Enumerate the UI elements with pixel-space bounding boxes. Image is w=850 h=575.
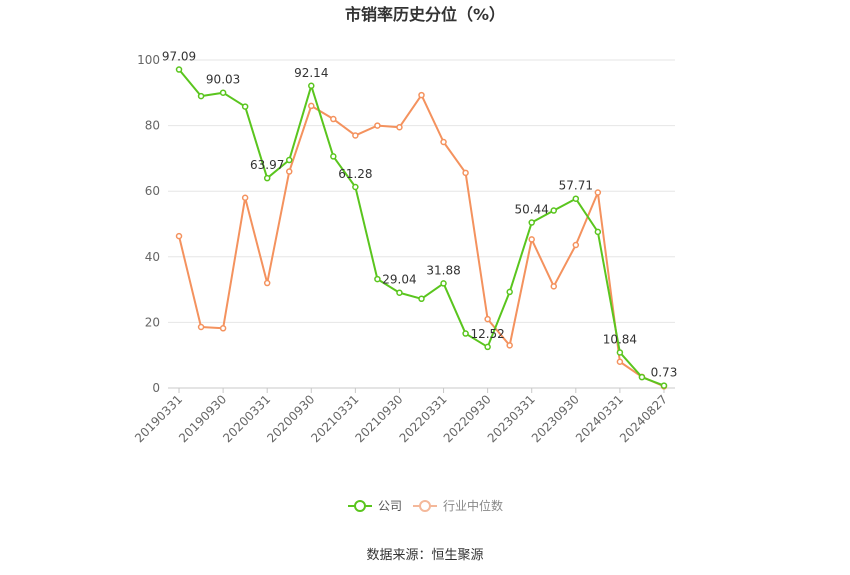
- data-label: 31.88: [426, 263, 460, 277]
- company-point[interactable]: [484, 343, 491, 351]
- company-point[interactable]: [462, 330, 469, 337]
- industry-point[interactable]: [528, 236, 535, 243]
- legend-item-company[interactable]: 公司: [348, 499, 402, 513]
- company-point[interactable]: [308, 82, 315, 90]
- industry-point[interactable]: [330, 115, 337, 123]
- legend-marker-company: [354, 500, 366, 512]
- industry-point[interactable]: [550, 283, 558, 290]
- y-tick-label: 80: [145, 119, 160, 133]
- industry-point[interactable]: [396, 123, 403, 131]
- data-label: 10.84: [603, 332, 637, 346]
- company-point[interactable]: [263, 174, 271, 182]
- legend-label-company: 公司: [378, 499, 402, 513]
- data-label: 57.71: [559, 179, 593, 193]
- industry-point[interactable]: [506, 342, 513, 349]
- industry-point[interactable]: [352, 132, 359, 139]
- x-axis: 2019033120190930202003312020093020210331…: [132, 388, 670, 445]
- company-point[interactable]: [374, 275, 381, 283]
- industry-point[interactable]: [616, 358, 624, 366]
- company-point[interactable]: [440, 280, 447, 287]
- company-point[interactable]: [616, 349, 624, 356]
- industry-point[interactable]: [263, 279, 271, 287]
- series-industry: [175, 91, 668, 390]
- series-company: [175, 66, 668, 389]
- company-point[interactable]: [352, 183, 359, 191]
- gridlines: [168, 59, 675, 389]
- y-tick-label: 0: [152, 381, 160, 395]
- legend[interactable]: 公司 行业中位数: [348, 498, 503, 513]
- company-line: [178, 68, 665, 387]
- industry-point[interactable]: [285, 168, 293, 175]
- legend-marker-industry: [419, 500, 431, 512]
- industry-point[interactable]: [175, 232, 183, 240]
- data-label: 12.52: [470, 327, 504, 341]
- industry-point[interactable]: [308, 102, 315, 110]
- company-point[interactable]: [506, 288, 513, 296]
- chart-title: 市销率历史分位（%）: [345, 5, 505, 24]
- data-label: 97.09: [162, 50, 196, 64]
- data-label: 90.03: [206, 73, 240, 87]
- data-label: 50.44: [515, 203, 549, 217]
- y-tick-label: 20: [145, 315, 160, 329]
- y-tick-label: 100: [137, 53, 160, 67]
- data-label: 29.04: [382, 273, 416, 287]
- industry-point[interactable]: [241, 194, 249, 202]
- data-label: 92.14: [294, 66, 328, 80]
- industry-point[interactable]: [418, 91, 425, 99]
- industry-point[interactable]: [219, 325, 227, 332]
- company-point[interactable]: [197, 92, 205, 100]
- data-labels: 97.09 90.03 63.97 92.14 61.28 29.04 31.88 12.52…: [162, 50, 677, 380]
- company-point[interactable]: [638, 373, 646, 381]
- data-label: 0.73: [651, 366, 678, 380]
- company-point[interactable]: [219, 89, 227, 96]
- industry-point[interactable]: [440, 138, 447, 146]
- company-point[interactable]: [396, 289, 403, 296]
- industry-point[interactable]: [484, 315, 491, 323]
- industry-point[interactable]: [594, 189, 602, 196]
- industry-point[interactable]: [462, 169, 469, 177]
- company-point[interactable]: [550, 207, 558, 214]
- company-point[interactable]: [594, 228, 602, 236]
- y-tick-label: 40: [145, 250, 160, 264]
- data-label: 63.97: [250, 158, 284, 172]
- company-point[interactable]: [330, 153, 337, 160]
- company-point[interactable]: [572, 195, 580, 202]
- industry-point[interactable]: [572, 241, 580, 249]
- legend-label-industry: 行业中位数: [443, 498, 503, 513]
- company-point[interactable]: [285, 156, 293, 164]
- y-tick-label: 60: [145, 184, 160, 198]
- company-point[interactable]: [418, 295, 425, 303]
- company-point[interactable]: [528, 219, 535, 226]
- data-label: 61.28: [338, 167, 372, 181]
- industry-point[interactable]: [374, 122, 381, 129]
- industry-point[interactable]: [197, 323, 205, 331]
- legend-item-industry[interactable]: 行业中位数: [413, 498, 503, 513]
- industry-line: [178, 94, 665, 388]
- company-point[interactable]: [175, 66, 183, 73]
- x-tick-label: 20240827: [617, 392, 670, 445]
- series-layer: [175, 66, 668, 390]
- data-source: 数据来源：恒生聚源: [366, 548, 483, 563]
- y-axis: 0 20 40 60 80 100: [137, 53, 160, 395]
- company-point[interactable]: [660, 382, 668, 389]
- company-point[interactable]: [241, 103, 249, 110]
